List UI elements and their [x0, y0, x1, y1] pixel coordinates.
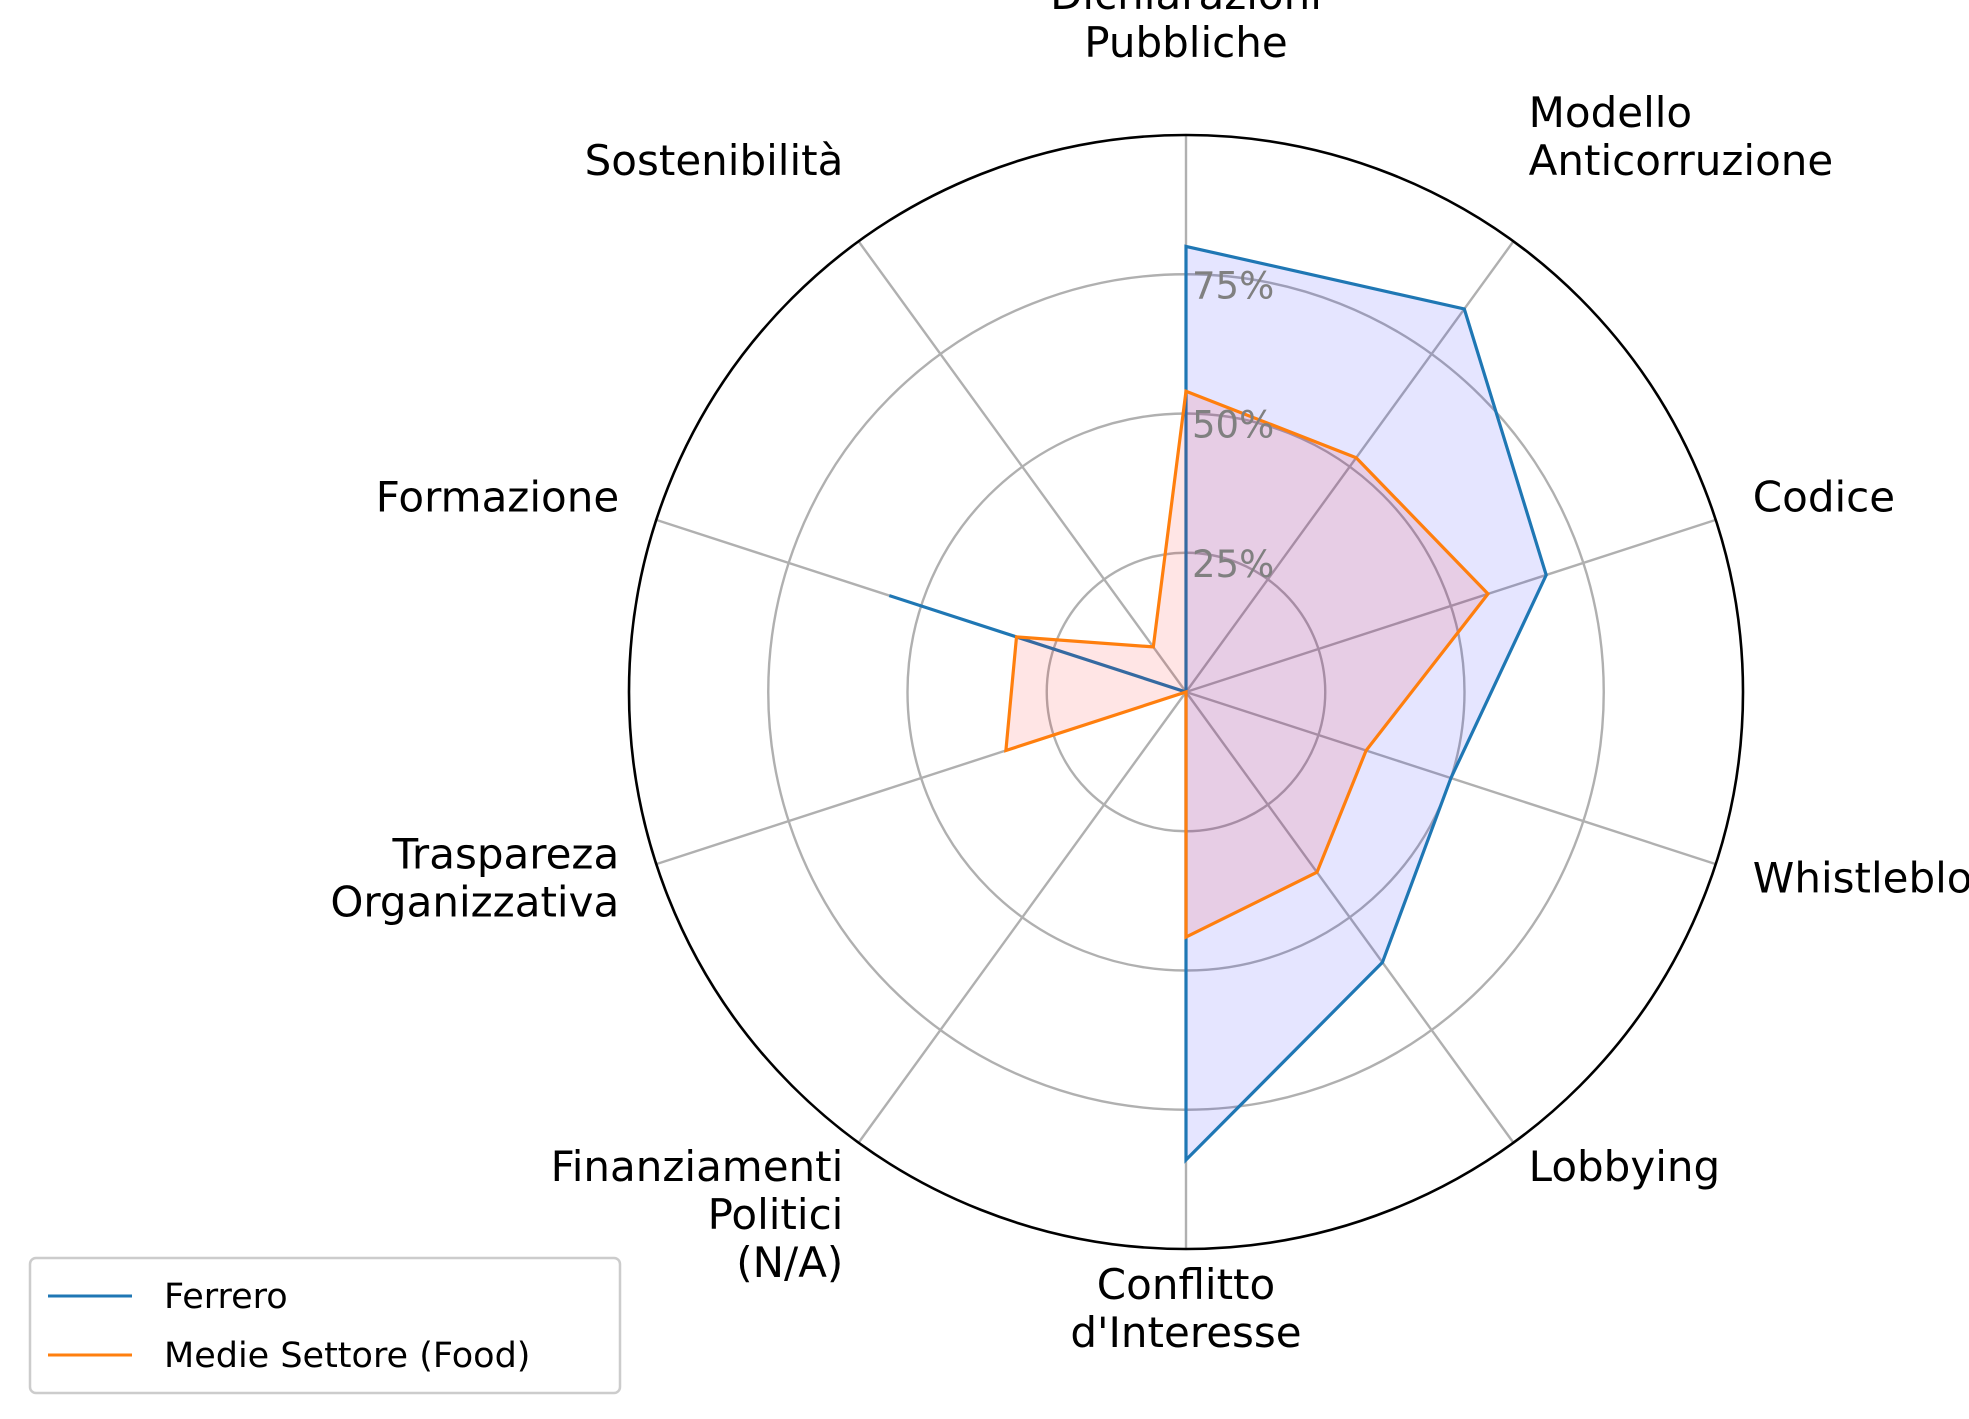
axis-label-lobbying: Lobbying [1529, 1142, 1720, 1191]
spoke-codice [1185, 518, 1717, 694]
legend-frame [28, 1256, 622, 1395]
tick-label-50: 50% [1192, 404, 1274, 447]
series-area-medie-settore-food [1005, 391, 1488, 938]
axis-label-sostenibilita: Sostenibilità [585, 136, 844, 185]
tick-label-25: 25% [1192, 543, 1274, 586]
axis-label-formazione: Formazione [376, 472, 619, 521]
spoke-finanziamenti-politici-n-a [857, 691, 1187, 1144]
axis-label-modello-anticorruzione: Modello Anticorruzione [1529, 88, 1834, 185]
tick-label-75: 75% [1192, 264, 1274, 307]
spoke-modello-anticorruzione [1185, 240, 1515, 693]
axis-label-dichiarazioni-pubbliche: DichiarazioniPubbliche [1050, 0, 1322, 67]
axis-label-whistleblowing: Whistleblowing [1753, 854, 1969, 903]
radial-tick-labels: 25% 50% 75% [1192, 264, 1274, 586]
axis-labels: DichiarazioniPubbliche ModelloAnticorruzi… [330, 0, 1969, 1357]
axis-label-traspareza-organizzativa: Traspareza Organizzativa [330, 830, 619, 927]
legend-label-medie-settore: Medie Settore (Food) [164, 1336, 530, 1376]
series-area-ferrero [889, 246, 1547, 1160]
legend-label-ferrero: Ferrero [164, 1277, 288, 1317]
series-line-ferrero [888, 244, 1548, 1164]
legend: Ferrero Medie Settore (Food) [28, 1256, 622, 1395]
outer-frame [627, 133, 1745, 1251]
spoke-lobbying [1185, 691, 1515, 1144]
spoke-sostenibilita [857, 240, 1187, 693]
axis-label-finanziamenti-politici-n-a: Finanziamenti Politici (N/A) [551, 1142, 844, 1287]
axis-label-conflitto-d-interesse: Conflitto d'Interesse [1070, 1260, 1301, 1357]
radar-series [888, 244, 1548, 1164]
axis-label-codice: Codice [1753, 472, 1895, 521]
